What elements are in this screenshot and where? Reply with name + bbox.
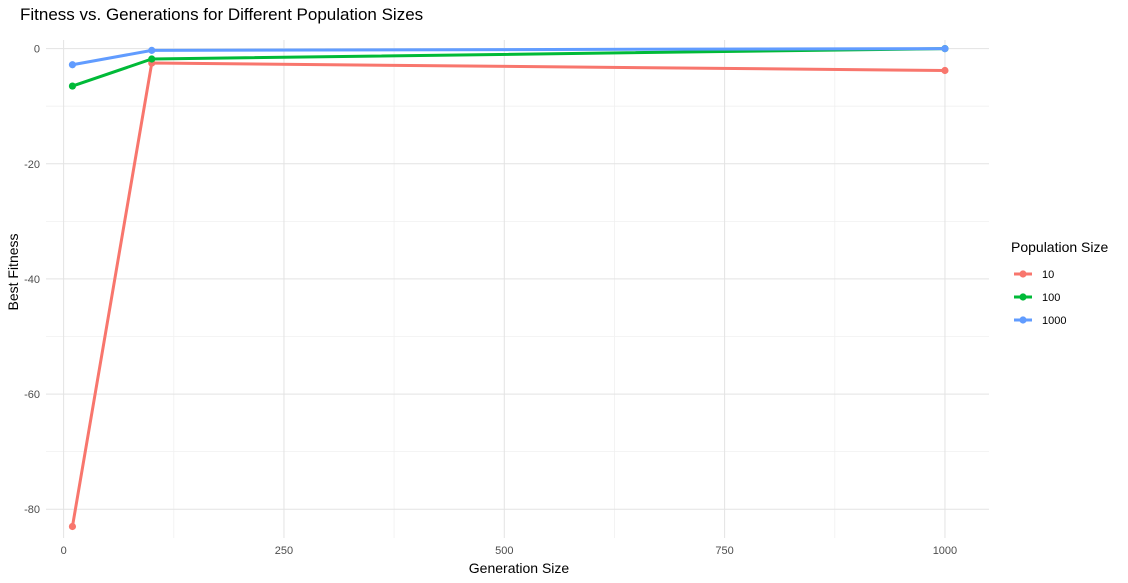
data-point-10 <box>941 66 949 75</box>
legend: Population Size 10 100 1000 <box>1011 239 1109 327</box>
y-tick-label: -40 <box>24 274 40 286</box>
series-10 <box>68 59 949 531</box>
y-axis-title: Best Fitness <box>5 233 21 310</box>
series-line-10 <box>70 61 947 528</box>
data-point-100 <box>68 82 77 90</box>
data-point-1000 <box>68 61 77 69</box>
series-layer <box>68 45 949 531</box>
grid <box>46 40 989 538</box>
x-axis-ticks: 0 250 500 750 1000 <box>61 545 958 557</box>
x-tick-label: 500 <box>495 545 513 557</box>
y-tick-label: -20 <box>24 159 40 171</box>
legend-item-1000: 1000 <box>1014 315 1066 327</box>
legend-item-100: 100 <box>1014 292 1060 304</box>
legend-key-point <box>1019 293 1027 301</box>
data-point-10 <box>68 522 77 531</box>
legend-title: Population Size <box>1011 239 1109 255</box>
data-point-100 <box>148 55 156 63</box>
legend-items: 10 100 1000 <box>1014 269 1066 327</box>
y-tick-label: -60 <box>24 389 40 401</box>
legend-key-point <box>1019 316 1027 324</box>
x-tick-label: 1000 <box>933 545 957 557</box>
legend-label: 10 <box>1042 269 1054 281</box>
data-point-1000 <box>941 45 949 53</box>
y-axis-ticks: 0 -20 -40 -60 -80 <box>24 44 40 517</box>
y-tick-label: 0 <box>34 44 40 56</box>
x-tick-label: 0 <box>61 545 67 557</box>
y-tick-label: -80 <box>24 504 40 516</box>
data-point-1000 <box>148 46 156 54</box>
legend-key-point <box>1019 270 1027 278</box>
legend-item-10: 10 <box>1014 269 1054 281</box>
legend-label: 100 <box>1042 292 1060 304</box>
x-axis-title: Generation Size <box>469 560 570 576</box>
x-tick-label: 750 <box>715 545 733 557</box>
series-1000 <box>68 45 949 69</box>
legend-label: 1000 <box>1042 315 1066 327</box>
chart-title: Fitness vs. Generations for Different Po… <box>20 5 423 24</box>
x-tick-label: 250 <box>275 545 293 557</box>
